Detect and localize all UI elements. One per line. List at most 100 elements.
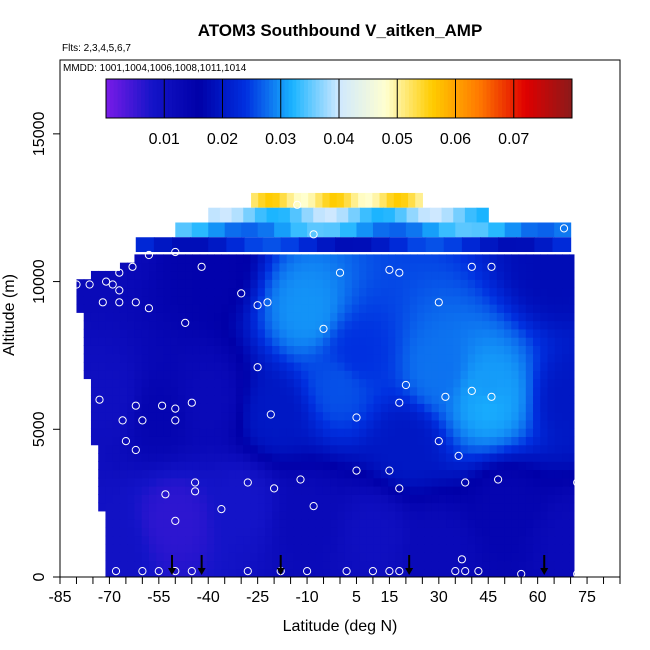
heatmap-cell <box>351 502 360 512</box>
heatmap-cell <box>315 494 324 504</box>
heatmap-cell <box>293 411 302 421</box>
heatmap-cell <box>409 345 418 355</box>
heatmap-cell <box>547 527 556 537</box>
flight-arrow <box>405 555 414 575</box>
heatmap-cell <box>214 436 223 446</box>
colorbar-segment <box>172 79 177 118</box>
heatmap-cell <box>250 461 259 471</box>
heatmap-cell <box>235 444 244 454</box>
heatmap-cell <box>206 444 215 454</box>
heatmap-cell <box>301 262 309 272</box>
heatmap-cell <box>250 328 259 338</box>
heatmap-cell <box>170 320 179 330</box>
heatmap-cell <box>417 279 425 289</box>
heatmap-cell <box>489 320 498 330</box>
heatmap-cell <box>177 444 186 454</box>
heatmap-cell <box>511 304 520 313</box>
heatmap-cap-cell <box>172 237 191 253</box>
heatmap-cap-cell <box>552 237 572 253</box>
heatmap-cell <box>402 477 411 487</box>
heatmap-cell <box>562 568 570 577</box>
heatmap-cell <box>547 270 556 280</box>
heatmap-cell <box>417 312 425 322</box>
heatmap-cell <box>286 419 295 429</box>
heatmap-cell <box>112 345 121 355</box>
heatmap-cell <box>351 295 360 305</box>
sample-point <box>385 265 394 274</box>
heatmap-cell <box>214 419 223 429</box>
heatmap-cell <box>395 568 404 577</box>
heatmap-cell <box>504 428 512 437</box>
heatmap-cell <box>228 452 237 462</box>
heatmap-cap-cell <box>407 237 427 253</box>
heatmap-cell <box>206 568 215 577</box>
heatmap-cell <box>460 535 469 545</box>
heatmap-cell <box>127 395 136 404</box>
heatmap-cell <box>134 436 143 446</box>
heatmap-cell <box>105 543 114 553</box>
heatmap-cell <box>409 519 418 528</box>
heatmap-cell <box>228 444 237 454</box>
heatmap-cell <box>322 395 331 404</box>
heatmap-cell <box>98 295 107 305</box>
heatmap-cell <box>373 337 382 346</box>
heatmap-cap-cell <box>191 222 209 238</box>
heatmap-cell <box>511 419 520 429</box>
heatmap-cell <box>127 461 136 471</box>
heatmap-cell <box>177 419 186 429</box>
heatmap-cell <box>533 502 541 512</box>
heatmap-cell <box>127 262 136 272</box>
heatmap-cell <box>127 428 136 437</box>
heatmap-cell <box>199 477 208 487</box>
heatmap-cell <box>148 370 157 380</box>
heatmap-cell <box>214 568 223 577</box>
heatmap-cell <box>257 494 266 504</box>
sample-point <box>467 386 476 395</box>
heatmap-cell <box>395 436 404 446</box>
heatmap-cell <box>417 494 425 504</box>
heatmap-cell <box>112 477 121 487</box>
heatmap-cell <box>134 345 143 355</box>
heatmap-cell <box>518 486 527 495</box>
heatmap-cell <box>119 519 128 528</box>
heatmap-cell <box>250 295 259 305</box>
colorbar-segment <box>284 79 290 118</box>
heatmap-cell <box>409 304 418 313</box>
heatmap-cell <box>257 312 266 322</box>
heatmap-cell <box>554 287 563 297</box>
heatmap-cell <box>518 295 527 305</box>
heatmap-cell <box>177 279 186 289</box>
heatmap-cell <box>540 337 549 346</box>
heatmap-cell <box>272 494 280 504</box>
heatmap-cell <box>286 469 295 479</box>
heatmap-cell <box>511 262 520 272</box>
heatmap-cell <box>177 428 186 437</box>
heatmap-cell <box>214 312 223 322</box>
heatmap-cell <box>293 353 302 363</box>
colorbar-segment <box>471 79 476 118</box>
heatmap-cell <box>547 568 556 577</box>
heatmap-cell <box>192 337 201 346</box>
heatmap-cap-cell <box>405 222 423 238</box>
heatmap-cell <box>438 270 447 280</box>
heatmap-cell <box>293 543 302 553</box>
heatmap-cell <box>511 361 520 371</box>
heatmap-cell <box>569 353 575 363</box>
heatmap-cell <box>199 370 208 380</box>
heatmap-cell <box>112 304 121 313</box>
heatmap-cap-cell <box>280 237 300 253</box>
colorbar-segment <box>439 79 445 118</box>
heatmap-cell <box>235 287 244 297</box>
heatmap-cell <box>388 461 396 471</box>
heatmap-cell <box>156 477 165 487</box>
heatmap-cell <box>185 486 194 495</box>
heatmap-cell <box>424 486 433 495</box>
colorbar-segment <box>529 79 534 118</box>
heatmap-cell <box>489 262 498 272</box>
heatmap-cell <box>533 361 541 371</box>
heatmap-cell <box>366 353 375 363</box>
colorbar-segment <box>106 79 111 118</box>
heatmap-cell <box>148 527 157 537</box>
heatmap-cell <box>279 295 288 305</box>
heatmap-cell <box>264 279 273 289</box>
